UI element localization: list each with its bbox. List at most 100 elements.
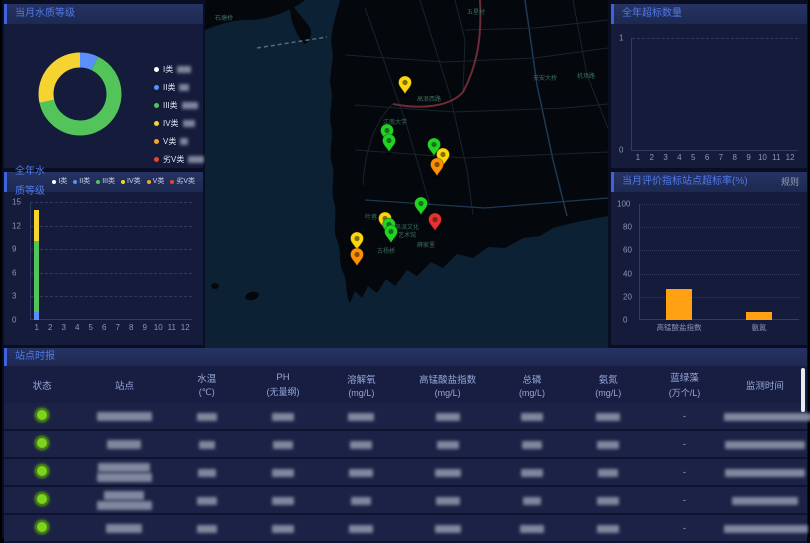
map-label: 石塘桥 [215,14,233,22]
redacted-value [724,525,808,533]
redacted-value [348,413,374,421]
station-row[interactable]: - [4,458,807,486]
panel-header: 全年超标数量 [611,4,807,24]
station-name-cell [80,430,168,458]
donut-legend: I类II类III类IV类V类劣V类 [154,64,204,172]
column-header: 水温(℃) [169,366,245,403]
panel-exceed-rate: 当月评价指标站点超标率(%) 规则 020406080100 高锰酸盐指数氨氮 [611,172,807,345]
rule-link[interactable]: 规则 [781,172,799,192]
x-tick-label: 7 [719,153,723,162]
station-row[interactable]: - [4,430,807,458]
redacted-value [197,525,217,533]
value-cell [321,514,401,542]
y-tick-label: 15 [12,198,21,207]
redacted-value [272,525,294,533]
status-cell [4,486,80,514]
legend-dot [73,180,77,184]
value-cell [401,458,493,486]
redacted-value [436,497,460,505]
time-cell [723,458,807,486]
legend-label: 劣V类 [176,172,195,192]
map-label: 叶巷 [365,213,377,221]
map-label: 天安大桥 [533,74,557,82]
legend-item: IV类 [121,172,141,192]
legend-label: 劣V类 [163,154,184,165]
table-header-row: 状态站点水温(℃)PH(无量纲)溶解氧(mg/L)高锰酸盐指数(mg/L)总磷(… [4,366,807,403]
y-tick-label: 60 [623,246,632,255]
x-tick-label: 10 [758,153,767,162]
panel-station-table: 站点时报 状态站点水温(℃)PH(无量纲)溶解氧(mg/L)高锰酸盐指数(mg/… [4,348,807,536]
redacted-value [523,497,541,505]
exceed-rate-plot [639,204,799,320]
redacted-value [273,441,293,449]
redacted-value [106,524,142,533]
x-category-label: 高锰酸盐指数 [657,322,702,333]
legend-label: V类 [163,136,176,147]
station-row[interactable]: - [4,486,807,514]
legend-item: V类 [147,172,165,192]
x-tick-label: 4 [75,323,79,332]
redacted-value [97,501,152,510]
status-cell [4,458,80,486]
redacted-value [97,412,152,421]
column-header: 站点 [80,366,168,403]
y-tick-label: 0 [623,316,627,325]
y-tick-label: 1 [619,34,623,43]
value-cell [245,430,321,458]
column-header: 总磷(mg/L) [494,366,570,403]
legend-dot [154,139,159,144]
map-canvas[interactable]: 石塘桥五星村高浪西路江南大学天安大桥机场路叶巷吴派文化艺术馆古杨桥薛家里 [205,0,608,348]
annual-x-axis: 123456789101112 [30,323,192,335]
value-cell [570,486,646,514]
map-island [211,283,219,289]
legend-label: I类 [163,64,173,75]
exceed-rate-chart-area: 020406080100 高锰酸盐指数氨氮 [611,192,807,345]
exceed-rate-x-axis: 高锰酸盐指数氨氮 [639,322,799,336]
donut-chart-area: I类II类III类IV类V类劣V类 [4,24,203,168]
gridline [30,226,192,227]
map-label: 吴派文化 [395,223,419,231]
redacted-value [188,156,204,163]
station-row[interactable]: - [4,403,807,430]
y-tick-label: 12 [12,221,21,230]
panel-header: 当月评价指标站点超标率(%) 规则 [611,172,807,192]
x-tick-label: 2 [650,153,654,162]
map-label: 薛家里 [417,241,435,249]
redacted-value [349,469,373,477]
redacted-value [97,473,152,482]
annual-chart-area: 03691215 123456789101112 [4,192,203,345]
legend-label: IV类 [127,172,141,192]
legend-dot [154,103,159,108]
table-scrollbar[interactable] [801,368,805,412]
stacked-bar-segment-IV类 [34,210,39,241]
redacted-value [349,525,373,533]
panel-annual-grade: 全年水质等级 I类II类III类IV类V类劣V类 03691215 123456… [4,172,203,345]
legend-dot [52,180,56,184]
value-cell [401,486,493,514]
value-cell [245,458,321,486]
redacted-value [272,497,294,505]
x-tick-label: 3 [62,323,66,332]
rate-bar-高锰酸盐指数 [666,289,692,320]
y-tick-label: 6 [12,268,16,277]
redacted-value [198,469,216,477]
x-tick-label: 10 [154,323,163,332]
legend-item: II类 [73,172,90,192]
exceed-count-x-axis: 123456789101112 [631,153,797,165]
x-tick-label: 12 [786,153,795,162]
gridline [30,249,192,250]
value-cell [494,403,570,430]
x-tick-label: 1 [35,323,39,332]
legend-item: IV类 [154,118,204,129]
redacted-value [724,413,810,421]
value-cell [169,458,245,486]
station-row[interactable]: - [4,514,807,542]
panel-exceed-count: 全年超标数量 01 123456789101112 [611,4,807,168]
x-tick-label: 9 [143,323,147,332]
map-label: 艺术馆 [398,231,416,239]
x-tick-label: 9 [746,153,750,162]
panel-title: 当月水质等级 [15,4,75,24]
column-header: 高锰酸盐指数(mg/L) [401,366,493,403]
value-cell [169,514,245,542]
column-header: 蓝绿藻(万个/L) [646,366,722,403]
